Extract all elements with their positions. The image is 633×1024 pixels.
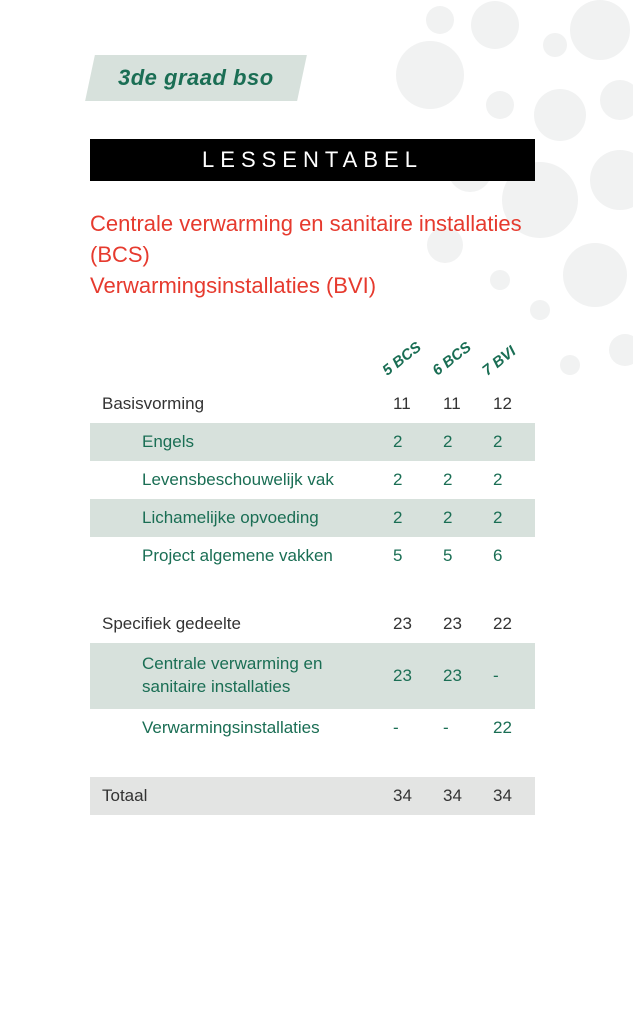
column-header: 7 BVI	[475, 339, 525, 383]
table-row: Centrale verwarming en sanitaire install…	[90, 643, 535, 709]
course-table: 5 BCS 6 BCS 7 BVI Basisvorming 11 11 12 …	[90, 341, 535, 815]
total-value: 34	[385, 786, 435, 806]
section-value: 22	[485, 614, 535, 634]
section-value: 23	[385, 614, 435, 634]
row-label: Levensbeschouwelijk vak	[90, 470, 385, 490]
table-header: 5 BCS 6 BCS 7 BVI	[90, 341, 535, 383]
column-header: 6 BCS	[425, 339, 475, 383]
total-value: 34	[435, 786, 485, 806]
row-label: Engels	[90, 432, 385, 452]
section-value: 11	[435, 394, 485, 414]
row-value: 2	[385, 508, 435, 528]
row-value: 2	[485, 508, 535, 528]
row-value: 2	[385, 432, 435, 452]
program-subtitle: Centrale verwarming en sanitaire install…	[90, 209, 573, 301]
total-label: Totaal	[90, 786, 385, 806]
row-value: 2	[435, 432, 485, 452]
table-row: Lichamelijke opvoeding 2 2 2	[90, 499, 535, 537]
row-value: 6	[485, 546, 535, 566]
grade-badge-text: 3de graad bso	[118, 65, 274, 91]
table-row: Verwarmingsinstallaties - - 22	[90, 709, 535, 747]
column-header: 5 BCS	[375, 339, 425, 383]
section-header-row: Basisvorming 11 11 12	[90, 385, 535, 423]
row-value: -	[485, 666, 535, 686]
grade-badge: 3de graad bso	[85, 55, 306, 101]
row-value: -	[385, 718, 435, 738]
section-label: Specifiek gedeelte	[90, 614, 385, 634]
row-value: 2	[385, 470, 435, 490]
row-label: Lichamelijke opvoeding	[90, 508, 385, 528]
subtitle-line-2: Verwarmingsinstallaties (BVI)	[90, 271, 573, 302]
section-value: 12	[485, 394, 535, 414]
total-row: Totaal 34 34 34	[90, 777, 535, 815]
row-value: 2	[485, 470, 535, 490]
subtitle-line-1: Centrale verwarming en sanitaire install…	[90, 209, 573, 271]
row-value: 22	[485, 718, 535, 738]
row-value: 23	[435, 666, 485, 686]
section-label: Basisvorming	[90, 394, 385, 414]
row-value: 23	[385, 666, 435, 686]
section-value: 11	[385, 394, 435, 414]
section-value: 23	[435, 614, 485, 634]
table-row: Levensbeschouwelijk vak 2 2 2	[90, 461, 535, 499]
section-header-row: Specifiek gedeelte 23 23 22	[90, 605, 535, 643]
row-label: Verwarmingsinstallaties	[90, 718, 385, 738]
title-bar: LESSENTABEL	[90, 139, 535, 181]
row-value: 2	[435, 470, 485, 490]
row-value: 5	[435, 546, 485, 566]
row-value: -	[435, 718, 485, 738]
row-value: 5	[385, 546, 435, 566]
total-value: 34	[485, 786, 535, 806]
table-row: Engels 2 2 2	[90, 423, 535, 461]
row-label: Centrale verwarming en sanitaire install…	[90, 647, 385, 705]
row-value: 2	[435, 508, 485, 528]
row-value: 2	[485, 432, 535, 452]
table-row: Project algemene vakken 5 5 6	[90, 537, 535, 575]
row-label: Project algemene vakken	[90, 546, 385, 566]
